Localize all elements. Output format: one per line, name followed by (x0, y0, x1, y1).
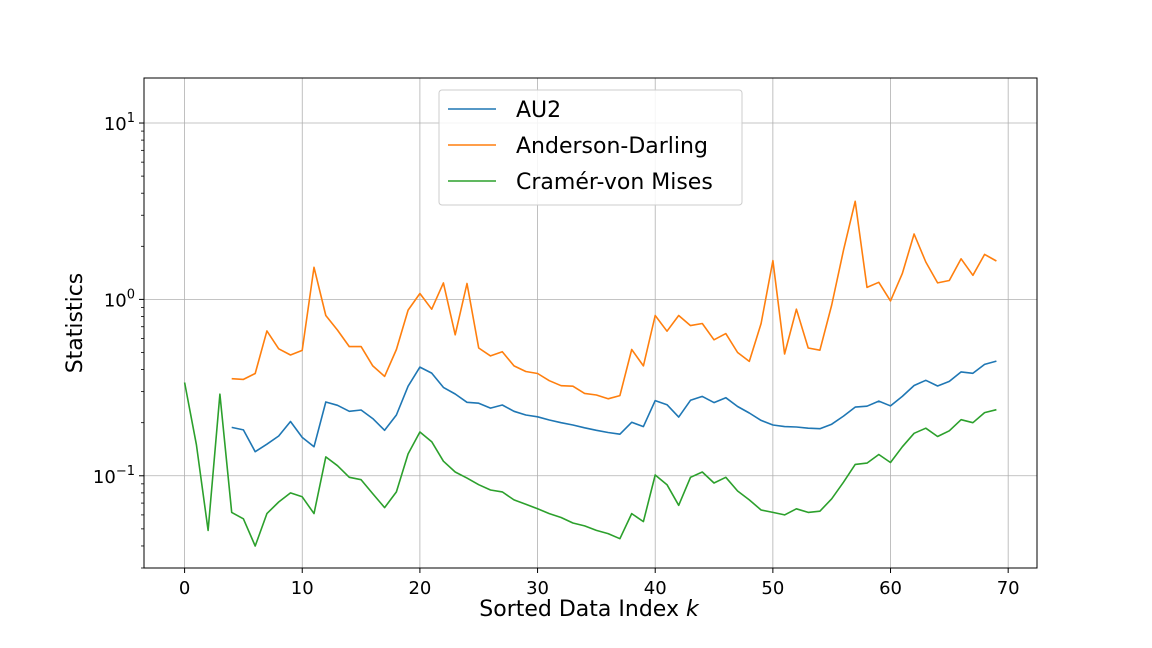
legend-box (438, 89, 743, 206)
axis-ticks: 0 10 20 30 40 50 60 70 10−1 100 101 (93, 111, 1020, 599)
x-axis-title: Sorted Data Index k (479, 597, 700, 622)
x-tick-label: 0 (179, 578, 190, 599)
x-tick-label: 20 (408, 578, 431, 599)
grid (144, 78, 1037, 568)
au2-line (231, 360, 997, 453)
legend-label: Anderson-Darling (516, 134, 708, 159)
y-tick-label: 10−1 (93, 464, 135, 488)
y-tick-label: 100 (104, 287, 135, 311)
legend-label: Cramér-von Mises (516, 170, 713, 195)
plot-frame (143, 77, 1038, 569)
anderson-darling-line (231, 200, 997, 400)
x-tick-label: 50 (761, 578, 784, 599)
series-lines (183, 200, 997, 547)
x-tick-label: 10 (291, 578, 314, 599)
x-tick-label: 40 (644, 578, 667, 599)
x-tick-label: 70 (997, 578, 1020, 599)
x-tick-label: 60 (879, 578, 902, 599)
y-axis-title: Statistics (63, 273, 88, 374)
x-tick-label: 30 (526, 578, 549, 599)
cram-r-von-mises-line (183, 382, 997, 547)
y-tick-label: 101 (104, 111, 135, 135)
legend: AU2 Anderson-Darling Cramér-von Mises (438, 89, 743, 206)
legend-label: AU2 (516, 98, 561, 123)
